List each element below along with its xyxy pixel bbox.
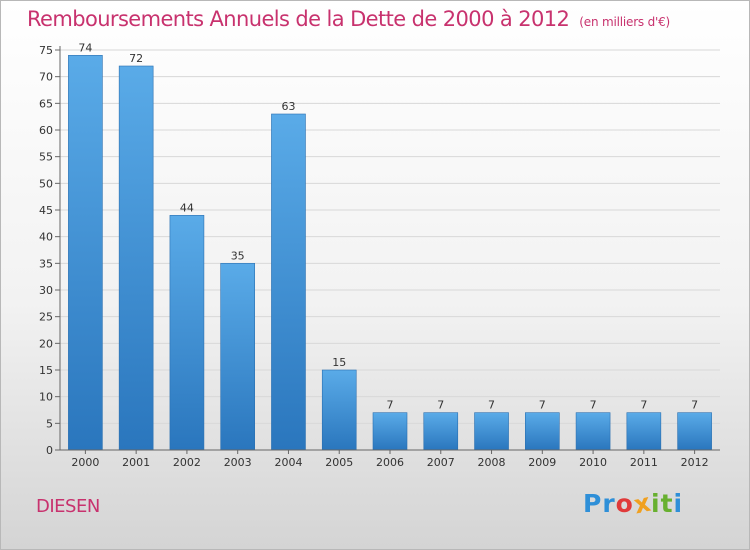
data-label: 7 bbox=[691, 399, 698, 412]
bar bbox=[626, 412, 662, 451]
commune-name: DIESEN bbox=[36, 496, 100, 517]
data-label: 72 bbox=[129, 52, 143, 65]
y-tick-label: 45 bbox=[39, 204, 53, 217]
y-tick-label: 35 bbox=[39, 257, 53, 270]
data-label: 7 bbox=[640, 399, 647, 412]
chart-title-text: Remboursements Annuels de la Dette de 20… bbox=[27, 7, 570, 31]
y-tick-label: 55 bbox=[39, 151, 53, 164]
logo-letter: o bbox=[615, 489, 634, 518]
data-label: 44 bbox=[180, 201, 194, 214]
bar bbox=[271, 113, 306, 451]
y-tick-label: 60 bbox=[39, 124, 53, 137]
y-tick-label: 10 bbox=[39, 391, 53, 404]
y-tick-label: 25 bbox=[39, 311, 53, 324]
axes bbox=[55, 46, 720, 454]
y-tick-label: 65 bbox=[39, 97, 53, 110]
logo-letter: P bbox=[583, 489, 603, 518]
x-tick-labels: 2000 2001 2002 2003 2004 2005 2006 2007 2008 2009… bbox=[71, 456, 708, 469]
logo-letter: i bbox=[673, 489, 684, 518]
y-tick-label: 15 bbox=[39, 364, 53, 377]
bar bbox=[575, 412, 611, 451]
bar bbox=[423, 412, 459, 451]
bar bbox=[220, 263, 255, 451]
data-label: 15 bbox=[332, 356, 346, 369]
bar bbox=[68, 55, 103, 451]
gridlines bbox=[60, 49, 720, 424]
x-tick-label: 2009 bbox=[528, 456, 556, 469]
y-tick-label: 5 bbox=[46, 417, 53, 430]
data-label: 7 bbox=[590, 399, 597, 412]
data-label: 7 bbox=[387, 399, 394, 412]
x-tick-label: 2000 bbox=[71, 456, 99, 469]
y-tick-label: 70 bbox=[39, 71, 53, 84]
x-tick-label: 2008 bbox=[478, 456, 506, 469]
y-tick-label: 75 bbox=[39, 44, 53, 57]
x-tick-label: 2007 bbox=[427, 456, 455, 469]
data-label: 74 bbox=[78, 41, 92, 54]
bar bbox=[525, 412, 560, 451]
bar bbox=[372, 412, 408, 451]
bar bbox=[677, 412, 712, 451]
bar bbox=[321, 369, 357, 451]
y-tick-labels: 0 5 10 15 20 25 30 35 40 45 50 55 60 65 70 75 bbox=[39, 44, 53, 457]
x-tick-label: 2006 bbox=[376, 456, 404, 469]
y-tick-label: 40 bbox=[39, 231, 53, 244]
data-label: 7 bbox=[539, 399, 546, 412]
y-tick-label: 50 bbox=[39, 177, 53, 190]
x-tick-label: 2011 bbox=[630, 456, 658, 469]
chart-subtitle: (en milliers d'€) bbox=[579, 15, 671, 29]
logo-letter: i bbox=[651, 489, 661, 518]
data-labels: 74 72 44 35 63 15 7 7 7 7 7 7 7 bbox=[78, 41, 698, 411]
proxiti-logo: Proxiti bbox=[583, 488, 684, 520]
bar bbox=[474, 412, 509, 451]
x-tick-label: 2002 bbox=[173, 456, 201, 469]
bar bbox=[118, 65, 154, 451]
y-tick-label: 0 bbox=[46, 444, 53, 457]
bars bbox=[68, 55, 712, 451]
data-label: 7 bbox=[437, 399, 444, 412]
data-label: 35 bbox=[231, 249, 245, 262]
y-tick-label: 20 bbox=[39, 337, 53, 350]
bar bbox=[169, 215, 205, 451]
x-tick-label: 2003 bbox=[224, 456, 252, 469]
y-tick-label: 30 bbox=[39, 284, 53, 297]
data-label: 63 bbox=[281, 100, 295, 113]
x-tick-label: 2005 bbox=[325, 456, 353, 469]
logo-letter: r bbox=[602, 489, 616, 518]
logo-letter: t bbox=[660, 489, 674, 518]
x-tick-label: 2004 bbox=[274, 456, 302, 469]
x-tick-label: 2001 bbox=[122, 456, 150, 469]
x-tick-label: 2012 bbox=[681, 456, 709, 469]
x-tick-label: 2010 bbox=[579, 456, 607, 469]
chart-title: Remboursements Annuels de la Dette de 20… bbox=[27, 7, 670, 31]
data-label: 7 bbox=[488, 399, 495, 412]
